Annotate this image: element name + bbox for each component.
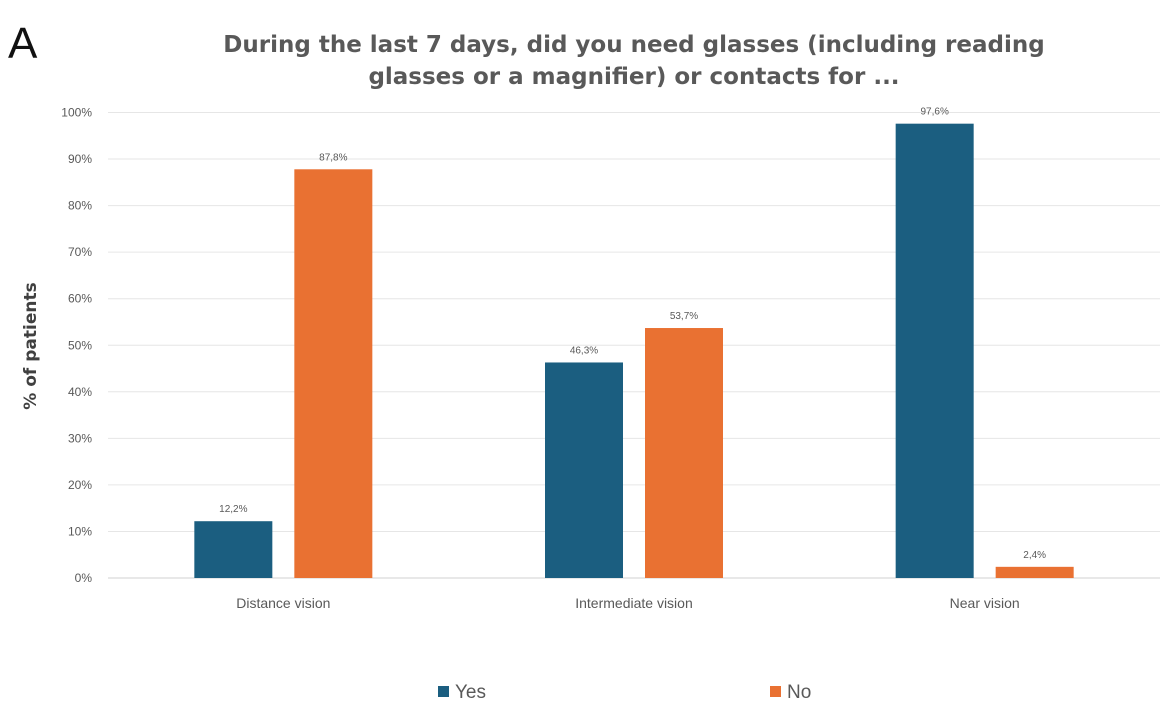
y-tick-label: 100% xyxy=(61,106,92,120)
y-tick-label: 50% xyxy=(68,338,92,352)
bars xyxy=(194,123,1074,578)
data-label: 2,4% xyxy=(1023,550,1046,561)
x-tick-label: Distance vision xyxy=(236,595,330,611)
data-label: 87,8% xyxy=(319,152,347,163)
legend-swatch-no xyxy=(770,686,781,697)
y-axis-ticks: 0% 10% 20% 30% 40% 50% 60% 70% 80% 90% 100% xyxy=(61,106,92,586)
y-tick-label: 40% xyxy=(68,385,92,399)
y-tick-label: 30% xyxy=(68,431,92,445)
x-tick-label: Intermediate vision xyxy=(575,595,693,611)
data-label: 46,3% xyxy=(570,345,598,356)
gridlines xyxy=(108,112,1160,579)
bar-yes-1 xyxy=(194,521,273,578)
bar-yes-3 xyxy=(895,123,974,578)
legend-swatch-yes xyxy=(438,686,449,697)
bar-no-2 xyxy=(645,328,723,578)
y-tick-label: 60% xyxy=(68,292,92,306)
y-tick-label: 20% xyxy=(68,478,92,492)
y-tick-label: 80% xyxy=(68,199,92,213)
data-label: 53,7% xyxy=(670,311,698,322)
chart-title-line-1: During the last 7 days, did you need gla… xyxy=(223,32,1044,58)
y-tick-label: 0% xyxy=(75,571,93,585)
x-axis-ticks: Distance vision Intermediate vision Near v… xyxy=(236,595,1019,611)
y-axis-label: % of patients xyxy=(21,282,41,409)
data-label: 12,2% xyxy=(219,504,247,515)
legend-label-yes: Yes xyxy=(455,682,486,703)
legend-label-no: No xyxy=(787,682,811,703)
x-tick-label: Near vision xyxy=(950,595,1020,611)
y-tick-label: 90% xyxy=(68,152,92,166)
legend: Yes No xyxy=(438,682,811,703)
y-tick-label: 70% xyxy=(68,245,92,259)
bar-no-3 xyxy=(995,566,1074,578)
bar-no-1 xyxy=(294,169,373,578)
panel-label: A xyxy=(8,19,38,68)
chart-title-line-2: glasses or a magnifier) or contacts for … xyxy=(368,64,899,90)
data-labels: 12,2% 87,8% 46,3% 53,7% 97,6% 2,4% xyxy=(219,107,1046,561)
data-label: 97,6% xyxy=(920,107,948,118)
y-tick-label: 10% xyxy=(68,524,92,538)
bar-yes-2 xyxy=(545,362,623,578)
